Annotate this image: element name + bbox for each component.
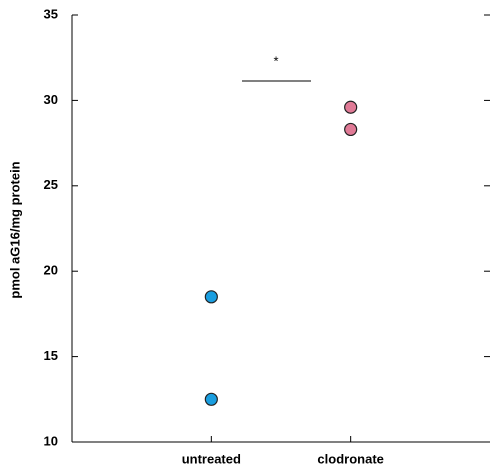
data-point: [344, 122, 358, 137]
y-tick-label: 15: [44, 348, 58, 363]
data-point: [344, 100, 358, 114]
x-tick-label: clodronate: [317, 451, 383, 466]
y-tick-label: 35: [44, 6, 58, 21]
y-tick-label: 25: [44, 177, 58, 192]
y-axis-label: pmol aG16/mg protein: [7, 161, 22, 298]
y-tick-label: 10: [44, 433, 58, 448]
significance-mark: *: [273, 53, 278, 68]
data-point: [204, 290, 218, 304]
x-tick-label: untreated: [182, 451, 241, 466]
data-point: [204, 392, 218, 406]
y-tick-label: 20: [44, 263, 58, 278]
y-tick-label: 30: [44, 92, 58, 107]
